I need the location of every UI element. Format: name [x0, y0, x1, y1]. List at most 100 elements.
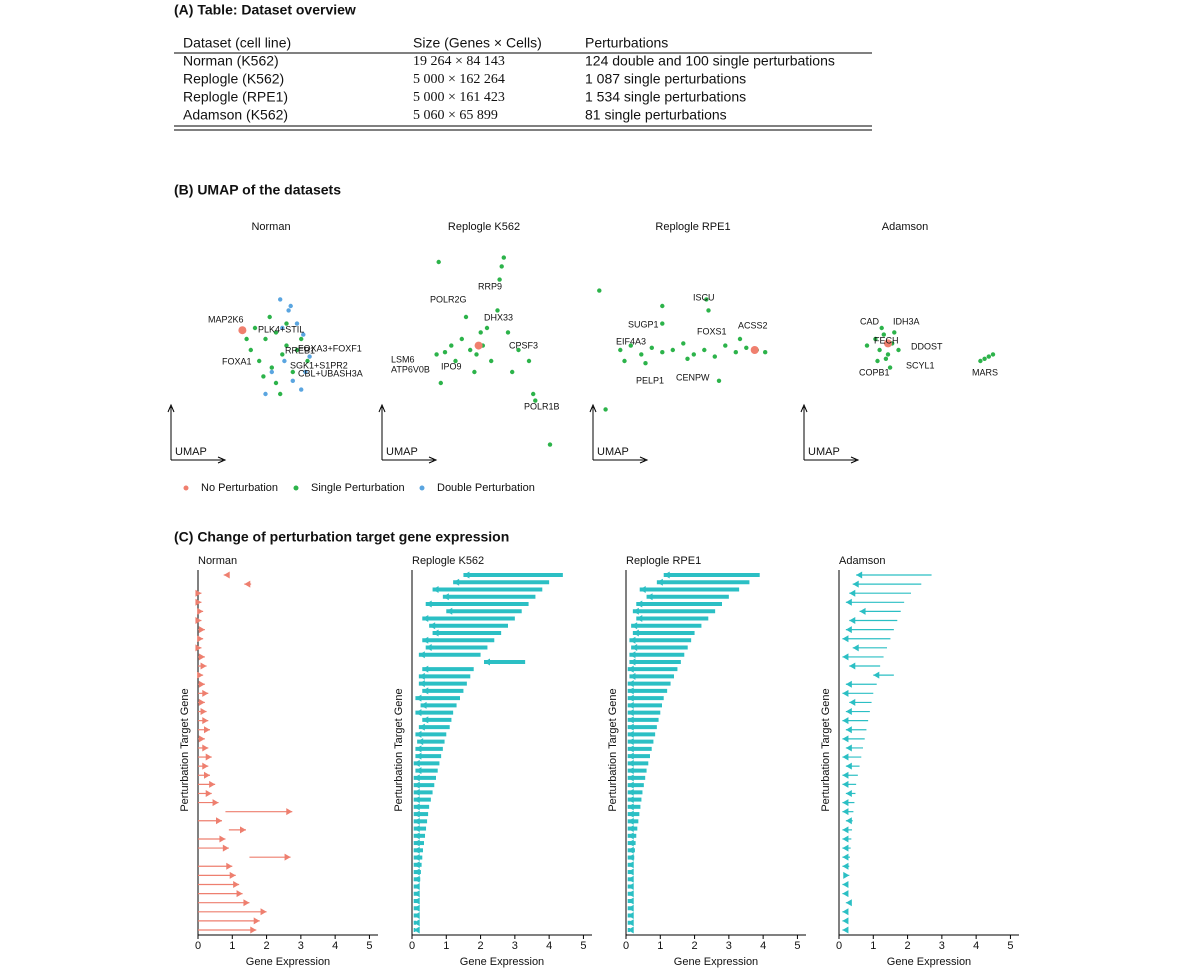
umap-point	[864, 343, 870, 348]
umap-point	[267, 314, 272, 320]
table-header: Size (Genes × Cells)	[413, 35, 542, 51]
arrow-head	[627, 680, 634, 688]
gene-label: FOXA1	[222, 356, 252, 366]
gene-label: SUGP1	[628, 319, 659, 329]
arrow-head	[236, 890, 243, 898]
arrow-head	[415, 745, 422, 753]
arrow-head	[422, 687, 429, 695]
arrow-head	[413, 854, 420, 862]
arrow-head	[413, 810, 420, 818]
arrow-head	[859, 607, 866, 615]
arrow-head	[842, 890, 849, 898]
table-cell: 1 087 single perturbations	[585, 71, 746, 87]
panel-title: Replogle K562	[448, 221, 520, 233]
arrow-head	[463, 571, 470, 579]
table-cell: Replogle (K562)	[183, 71, 284, 87]
arrow-head	[250, 926, 257, 934]
arrow-head	[422, 665, 429, 673]
arrow-head	[219, 835, 226, 843]
arrow-head	[422, 614, 429, 622]
umap-point	[547, 442, 553, 447]
arrow-head	[842, 753, 849, 761]
arrow-head	[413, 846, 420, 854]
umap-point	[881, 332, 886, 337]
gene-label: ACSS2	[738, 320, 768, 330]
arrow-head	[286, 808, 293, 816]
x-tick-label: 5	[366, 940, 372, 952]
arrow-head	[627, 883, 634, 891]
arrow-head	[453, 578, 460, 586]
axis-label: UMAP	[597, 446, 629, 458]
arrow-head	[845, 626, 852, 634]
gene-label: IPO9	[441, 361, 462, 371]
arrow-head	[415, 709, 422, 717]
x-tick-label: 1	[870, 940, 876, 952]
arrow-head	[413, 868, 420, 876]
arrow-head	[243, 899, 250, 907]
x-tick-label: 3	[939, 940, 945, 952]
arrow-head	[216, 817, 222, 825]
arrow-head	[842, 926, 849, 934]
umap-point	[294, 347, 300, 353]
arrow-head	[415, 752, 422, 760]
umap-point	[990, 352, 996, 357]
table-cell: Adamson (K562)	[183, 107, 288, 123]
arrow-head	[842, 689, 849, 697]
arrow-head	[413, 897, 420, 905]
umap-point	[252, 325, 258, 331]
arrow-head	[842, 835, 849, 843]
umap-point	[618, 347, 623, 353]
arrow-head	[195, 617, 202, 625]
x-tick-label: 1	[657, 940, 663, 952]
gene-label: COPB1	[859, 367, 890, 377]
table-cell: 19 264 × 84 143	[413, 54, 505, 69]
arrow-head	[842, 771, 849, 779]
arrow-head	[200, 662, 207, 670]
gene-label: CBL+UBASH3A	[298, 368, 363, 378]
axis-arrow	[800, 403, 860, 464]
arrow-head	[629, 636, 636, 644]
gene-label: CENPW	[676, 372, 710, 382]
umap-point	[883, 356, 889, 361]
umap-point	[288, 303, 293, 309]
x-axis-label: Gene Expression	[246, 956, 330, 968]
umap-point	[468, 347, 473, 353]
arrow-head	[663, 571, 670, 579]
umap-point	[649, 345, 654, 350]
umap-point	[603, 407, 608, 412]
arrow-head	[845, 744, 852, 752]
arrow-head	[413, 861, 420, 869]
table-cell: 5 000 × 162 264	[413, 72, 505, 87]
panel-title: Adamson	[839, 555, 885, 567]
umap-point	[505, 330, 511, 335]
umap-point	[261, 374, 266, 379]
umap-point	[896, 347, 901, 353]
arrow-head	[627, 912, 634, 920]
umap-point	[278, 297, 283, 302]
arrow-head	[413, 904, 420, 912]
arrow-head	[842, 799, 849, 807]
arrow-head	[422, 636, 429, 644]
arrow-head	[636, 600, 643, 608]
umap-point	[499, 264, 504, 269]
umap-point	[982, 356, 987, 361]
umap-point	[442, 350, 448, 355]
arrow-head	[204, 726, 210, 734]
arrow-head	[842, 780, 849, 788]
umap-point	[284, 321, 289, 326]
arrow-head	[197, 607, 204, 615]
x-tick-label: 2	[692, 940, 698, 952]
arrow-head	[198, 653, 205, 661]
umap-point	[660, 350, 665, 355]
arrow-head	[413, 832, 420, 840]
arrow-head	[627, 839, 634, 847]
arrow-head	[418, 672, 425, 680]
umap-point	[484, 325, 490, 331]
arrow-head	[195, 644, 202, 652]
umap-point	[290, 369, 295, 375]
panel-title: Replogle RPE1	[626, 555, 701, 567]
arrow-head	[202, 689, 209, 697]
arrow-head	[627, 803, 634, 811]
umap-point	[478, 330, 483, 335]
